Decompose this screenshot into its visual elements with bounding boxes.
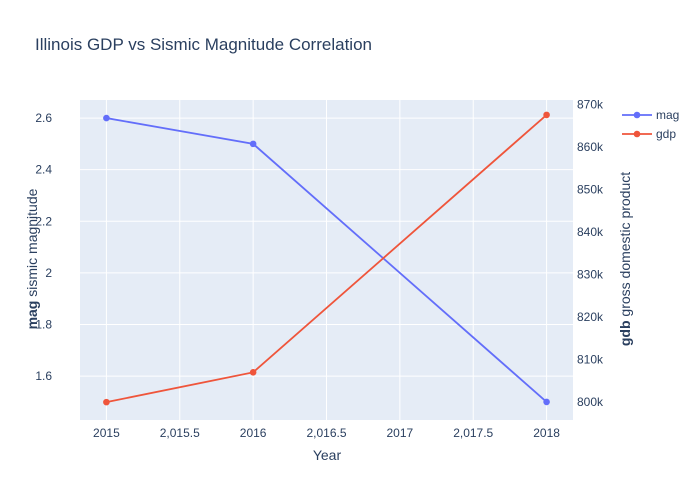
- y-left-tick-label: 1.6: [35, 369, 52, 383]
- y-right-tick-label: 800k: [577, 395, 604, 409]
- legend-marker-gdp: [633, 130, 641, 138]
- y-left-axis-title-bold: mag: [24, 301, 40, 330]
- y-right-axis-title-bold: gdb: [617, 320, 633, 346]
- y-left-tick-label: 2: [45, 266, 52, 280]
- y-right-tick-label: 840k: [577, 225, 604, 239]
- x-tick-label: 2015: [93, 426, 120, 440]
- grid: [80, 100, 573, 420]
- legend[interactable]: mag gdp: [622, 108, 679, 141]
- x-tick-label: 2,016.5: [306, 426, 346, 440]
- y-right-tick-label: 870k: [577, 97, 604, 111]
- y-left-axis-title-rest: sismic magnitude: [24, 188, 40, 300]
- legend-label-mag: mag: [656, 108, 679, 122]
- y-right-tick-label: 850k: [577, 182, 604, 196]
- x-tick-label: 2,015.5: [160, 426, 200, 440]
- y-left-tick-label: 2.2: [35, 214, 52, 228]
- data-point-gdp: [103, 398, 110, 406]
- x-tick-label: 2017: [387, 426, 414, 440]
- y-right-tick-label: 860k: [577, 140, 604, 154]
- x-axis-ticks: 2015 2,015.5 2016 2,016.5 2017 2,017.5 2018: [93, 426, 560, 440]
- legend-marker-mag: [633, 111, 641, 119]
- y-left-axis-title: mag sismic magnitude: [24, 188, 40, 329]
- data-point-gdp: [249, 369, 257, 376]
- x-axis-title: Year: [313, 447, 342, 463]
- x-tick-label: 2,017.5: [453, 426, 493, 440]
- x-tick-label: 2016: [240, 426, 267, 440]
- y-left-tick-label: 1.8: [35, 318, 52, 332]
- series-lines: [103, 111, 550, 406]
- y-right-axis-title-rest: gross domestic product: [617, 172, 633, 321]
- y-right-tick-label: 820k: [577, 310, 604, 324]
- y-right-axis-ticks: 800k 810k 820k 830k 840k 850k 860k 870k: [577, 97, 604, 409]
- y-left-axis-ticks: 1.6 1.8 2 2.2 2.4 2.6: [35, 111, 52, 383]
- data-point-mag: [103, 114, 110, 122]
- y-right-axis-title: gdb gross domestic product: [617, 172, 633, 346]
- data-point-mag: [543, 398, 550, 406]
- data-point-gdp: [543, 111, 550, 119]
- data-point-mag: [249, 140, 257, 148]
- x-tick-label: 2018: [533, 426, 560, 440]
- y-right-tick-label: 810k: [577, 353, 604, 367]
- chart-title: Illinois GDP vs Sismic Magnitude Correla…: [35, 35, 372, 54]
- legend-label-gdp: gdp: [656, 127, 676, 141]
- y-left-tick-label: 2.4: [35, 163, 52, 177]
- y-right-tick-label: 830k: [577, 267, 604, 281]
- y-left-tick-label: 2.6: [35, 111, 52, 125]
